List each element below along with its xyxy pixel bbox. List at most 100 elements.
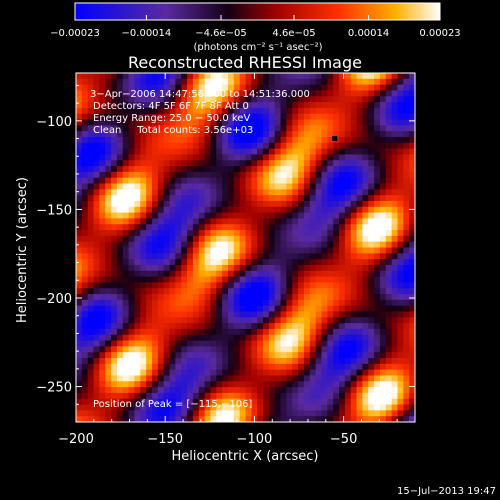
- heatmap-cell: [397, 131, 404, 138]
- heatmap-cell: [140, 166, 147, 173]
- heatmap-cell: [210, 299, 217, 307]
- heatmap-cell: [339, 212, 346, 220]
- heatmap-cell: [128, 113, 136, 121]
- heatmap-cell: [385, 183, 393, 190]
- heatmap-cell: [76, 235, 83, 243]
- heatmap-cell: [105, 340, 112, 347]
- heatmap-cell: [210, 404, 217, 411]
- heatmap-cell: [81, 90, 89, 97]
- heatmap-cell: [116, 381, 124, 388]
- heatmap-cell: [350, 253, 358, 260]
- heatmap-cell: [350, 259, 358, 266]
- heatmap-cell: [409, 387, 415, 394]
- heatmap-cell: [157, 288, 165, 295]
- heatmap-cell: [227, 96, 235, 103]
- heatmap-cell: [227, 288, 235, 295]
- heatmap-cell: [315, 259, 323, 266]
- heatmap-cell: [116, 241, 124, 249]
- heatmap-cell: [391, 148, 399, 156]
- heatmap-cell: [251, 113, 258, 121]
- heatmap-cell: [175, 334, 182, 342]
- heatmap-cell: [409, 78, 415, 86]
- heatmap-cell: [222, 323, 229, 330]
- heatmap-cell: [163, 241, 171, 249]
- heatmap-cell: [251, 392, 258, 400]
- heatmap-cell: [286, 363, 293, 371]
- heatmap-cell: [151, 282, 159, 289]
- heatmap-cell: [128, 247, 136, 254]
- heatmap-cell: [403, 142, 410, 150]
- heatmap-cell: [327, 398, 334, 406]
- heatmap-cell: [111, 282, 118, 289]
- heatmap-cell: [362, 282, 369, 289]
- heatmap-cell: [99, 84, 106, 92]
- heatmap-cell: [321, 328, 328, 336]
- heatmap-cell: [116, 340, 124, 347]
- heatmap-cell: [292, 369, 299, 377]
- heatmap-cell: [268, 404, 276, 411]
- heatmap-cell: [344, 317, 352, 324]
- y-tick-label: −150: [36, 203, 72, 218]
- heatmap-cell: [99, 102, 106, 109]
- heatmap-cell: [105, 282, 112, 289]
- heatmap-cell: [298, 200, 305, 208]
- heatmap-cell: [251, 96, 258, 103]
- heatmap-cell: [292, 113, 299, 121]
- heatmap-cell: [169, 328, 176, 336]
- heatmap-cell: [257, 282, 264, 289]
- heatmap-cell: [204, 154, 212, 161]
- heatmap-cell: [105, 259, 112, 266]
- heatmap-cell: [385, 334, 393, 342]
- heatmap-cell: [146, 107, 153, 115]
- heatmap-cell: [321, 212, 328, 220]
- heatmap-cell: [403, 340, 410, 347]
- heatmap-cell: [327, 358, 334, 365]
- heatmap-cell: [227, 177, 235, 185]
- heatmap-cell: [93, 171, 100, 179]
- heatmap-cell: [315, 142, 323, 150]
- heatmap-cell: [187, 212, 194, 220]
- heatmap-cell: [385, 264, 393, 272]
- heatmap-cell: [111, 317, 118, 324]
- heatmap-cell: [81, 305, 89, 313]
- heatmap-cell: [93, 276, 100, 283]
- heatmap-cell: [198, 294, 206, 301]
- heatmap-cell: [198, 96, 206, 103]
- heatmap-cell: [93, 154, 100, 161]
- heatmap-cell: [385, 352, 393, 359]
- heatmap-cell: [356, 294, 363, 301]
- heatmap-cell: [216, 369, 223, 377]
- heatmap-cell: [87, 294, 95, 301]
- heatmap-cell: [187, 392, 194, 400]
- heatmap-cell: [151, 84, 159, 92]
- heatmap-cell: [222, 189, 229, 196]
- heatmap-cell: [233, 131, 241, 138]
- heatmap-cell: [303, 346, 311, 353]
- heatmap-cell: [368, 387, 375, 394]
- heatmap-cell: [403, 334, 410, 342]
- heatmap-cell: [303, 171, 311, 179]
- heatmap-cell: [122, 119, 130, 126]
- heatmap-cell: [350, 102, 358, 109]
- heatmap-cell: [105, 410, 112, 417]
- heatmap-cell: [385, 148, 393, 156]
- heatmap-cell: [309, 404, 317, 411]
- heatmap-cell: [192, 404, 200, 411]
- heatmap-cell: [163, 334, 171, 342]
- heatmap-cell: [344, 264, 352, 272]
- heatmap-cell: [257, 90, 264, 97]
- heatmap-cell: [192, 131, 200, 138]
- heatmap-cell: [181, 416, 188, 422]
- heatmap-cell: [303, 206, 311, 214]
- heatmap-cell: [216, 305, 223, 313]
- heatmap-cell: [292, 392, 299, 400]
- heatmap-cell: [169, 334, 176, 342]
- heatmap-cell: [368, 90, 375, 97]
- heatmap-cell: [81, 177, 89, 185]
- heatmap-cell: [233, 154, 241, 161]
- heatmap-cell: [274, 102, 282, 109]
- heatmap-cell: [362, 375, 369, 382]
- heatmap-cell: [128, 166, 136, 173]
- heatmap-cell: [210, 218, 217, 225]
- heatmap-cell: [333, 206, 340, 214]
